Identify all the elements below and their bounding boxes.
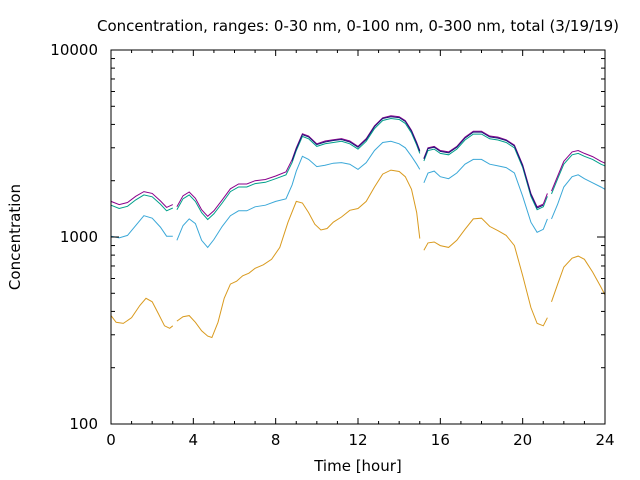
y-tick-label: 100 [69,415,98,433]
series-1-line-segment-3 [423,217,548,327]
y-tick-label: 1000 [60,228,98,246]
plot-series-group [110,115,606,339]
axis-ticks [110,49,606,425]
y-axis-label: Concentration [6,184,24,290]
y-tick-label: 10000 [50,41,98,59]
series-1-line-segment-2 [176,169,421,339]
chart-title: Concentration, ranges: 0-30 nm, 0-100 nm… [97,17,619,35]
series-4-line-segment-1 [110,191,174,209]
series-1-line-segment-1 [110,297,174,329]
series-3-line-segment-2 [176,117,421,221]
x-axis-tick-labels: 0 4 8 12 16 20 24 [106,431,614,449]
series-1-line-segment-4 [551,255,606,302]
series-2-line-segment-2 [176,140,421,249]
x-tick-label: 20 [513,431,532,449]
y-axis-tick-labels: 100 1000 10000 [50,41,98,433]
series-4-line-segment-3 [423,130,548,208]
plot-frame [110,49,606,425]
x-tick-label: 0 [106,431,116,449]
series-5-line-segment-1 [291,116,421,161]
series-4-line-segment-4 [551,149,606,192]
x-tick-label: 16 [431,431,450,449]
series-2-line-segment-1 [110,215,173,239]
series-3-line-segment-3 [423,133,548,211]
series-2-line-segment-4 [551,174,606,220]
x-tick-label: 12 [348,431,367,449]
series-3-line-segment-4 [551,152,606,195]
series-2-line-segment-3 [423,158,548,233]
series-3-line-segment-1 [110,194,174,212]
x-tick-label: 4 [189,431,199,449]
x-axis-label: Time [hour] [313,457,402,475]
series-5-line-segment-2 [423,131,544,209]
x-tick-label: 8 [271,431,281,449]
x-tick-label: 24 [595,431,614,449]
